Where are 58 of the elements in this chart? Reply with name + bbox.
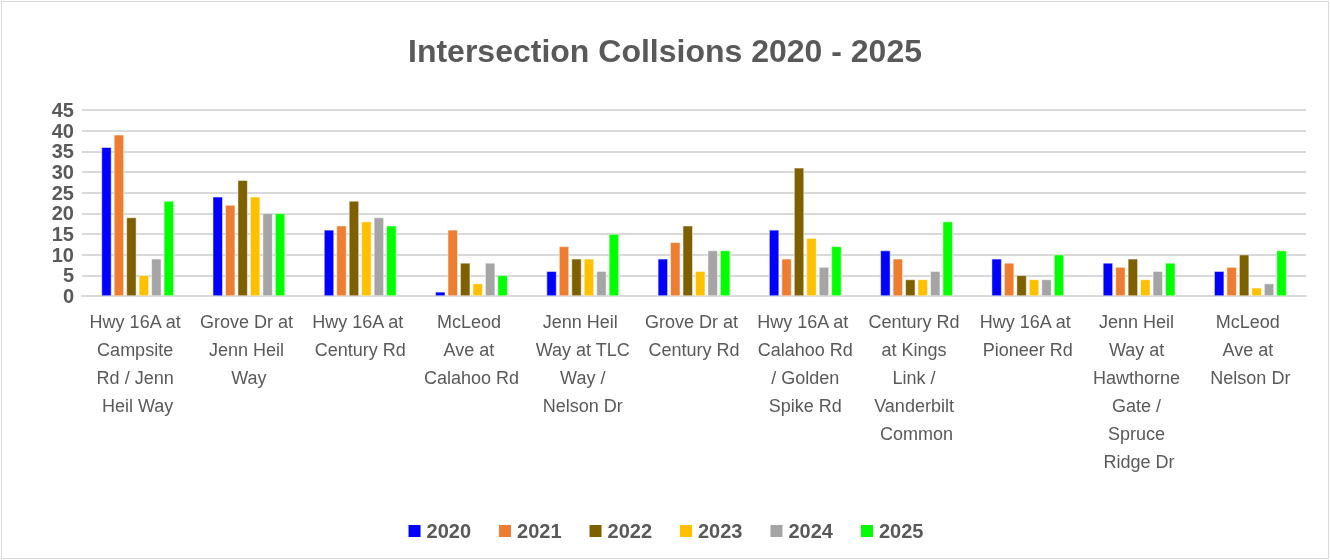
legend-label: 2024	[788, 520, 834, 542]
bar	[1276, 250, 1287, 296]
legend-label: 2021	[517, 520, 562, 542]
bar	[1054, 254, 1064, 296]
x-tick-label: Grove Dr at Jenn Heil Way	[199, 312, 298, 388]
bar	[583, 258, 594, 296]
bar	[991, 258, 1002, 296]
bar	[1102, 262, 1113, 296]
bar	[546, 271, 557, 296]
bar	[275, 213, 286, 296]
chart-title: Intersection Collsions 2020 - 2025	[408, 33, 922, 69]
x-tick-label: McLeod Ave at Nelson Dr	[1210, 312, 1291, 388]
y-tick-label: 10	[51, 243, 74, 266]
y-tick-label: 15	[51, 223, 74, 245]
bar	[608, 234, 619, 296]
y-tick-label: 20	[51, 202, 74, 225]
legend-label: 2022	[607, 520, 653, 542]
bar	[101, 147, 112, 296]
bar	[657, 258, 668, 296]
y-tick-label: 25	[51, 181, 74, 204]
x-tick-label: Century Rd at Kings Link / Vanderbilt Common	[868, 312, 965, 444]
x-tick-label: Grove Dr at Century Rd	[644, 312, 744, 360]
y-tick-label: 35	[51, 140, 74, 163]
x-tick-label: McLeod Ave at Calahoo Rd	[423, 312, 519, 388]
bar	[1029, 279, 1040, 296]
bar	[324, 229, 334, 296]
x-tick-label: Hwy 16A at Pioneer Rd	[979, 312, 1076, 360]
y-tick-label: 30	[51, 161, 74, 183]
bar	[794, 167, 805, 296]
x-tick-label: Jenn Heil Way at Hawthorne Gate / Spruce Ridge Dr	[1093, 312, 1186, 472]
bar	[806, 238, 817, 296]
y-tick-label: 0	[62, 285, 74, 307]
bar	[831, 246, 842, 296]
bar	[212, 196, 223, 296]
bar	[113, 134, 124, 296]
bar	[818, 267, 829, 296]
y-tick-label: 45	[51, 99, 74, 121]
bar	[1264, 283, 1275, 296]
bar	[720, 250, 731, 296]
bar	[348, 200, 359, 296]
y-tick-label: 40	[51, 119, 74, 142]
bar	[386, 225, 397, 296]
bar	[1041, 279, 1052, 296]
legend-label: 2020	[426, 520, 472, 542]
bar	[769, 229, 780, 296]
legend-label: 2025	[878, 520, 924, 542]
bar	[781, 258, 792, 296]
x-tick-label: Jenn Heil Way at TLC Way / Nelson Dr	[535, 312, 630, 416]
bar	[559, 246, 570, 296]
x-tick-label: Hwy 16A at Campsite Rd / Jenn Heil Way	[89, 312, 186, 416]
bar	[596, 271, 607, 296]
bar	[336, 225, 347, 296]
bar	[1165, 262, 1176, 296]
x-tick-label: Hwy 16A at Century Rd	[312, 312, 409, 360]
legend-label: 2023	[698, 520, 743, 542]
y-tick-label: 5	[62, 264, 74, 287]
x-tick-label: Hwy 16A at Calahoo Rd / Golden Spike Rd	[757, 312, 854, 416]
bar	[571, 258, 582, 296]
